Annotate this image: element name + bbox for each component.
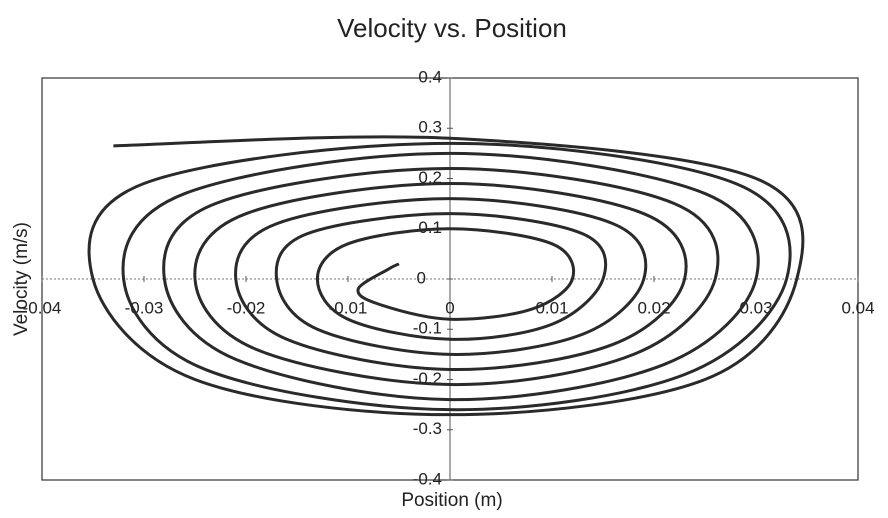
y-tick-label: 0.4: [418, 67, 442, 86]
x-tick-label: -0.04: [23, 298, 62, 317]
y-tick-label: -0.3: [413, 419, 442, 438]
x-tick-label: 0.04: [841, 298, 874, 317]
chart-title: Velocity vs. Position: [337, 13, 567, 43]
y-tick-label: 0.1: [418, 218, 442, 237]
y-tick-label: -0.4: [413, 469, 442, 488]
x-tick-label: 0: [445, 298, 454, 317]
x-tick-label: 0.03: [739, 298, 772, 317]
y-tick-label: 0.3: [418, 118, 442, 137]
y-tick-label: -0.1: [413, 319, 442, 338]
phase-curve: [87, 135, 805, 417]
x-tick-label: 0.02: [637, 298, 670, 317]
y-tick-label: 0: [417, 268, 426, 287]
y-axis-title: Velocity (m/s): [11, 222, 32, 336]
x-tick-label: -0.01: [329, 298, 368, 317]
x-axis-title: Position (m): [401, 490, 502, 511]
